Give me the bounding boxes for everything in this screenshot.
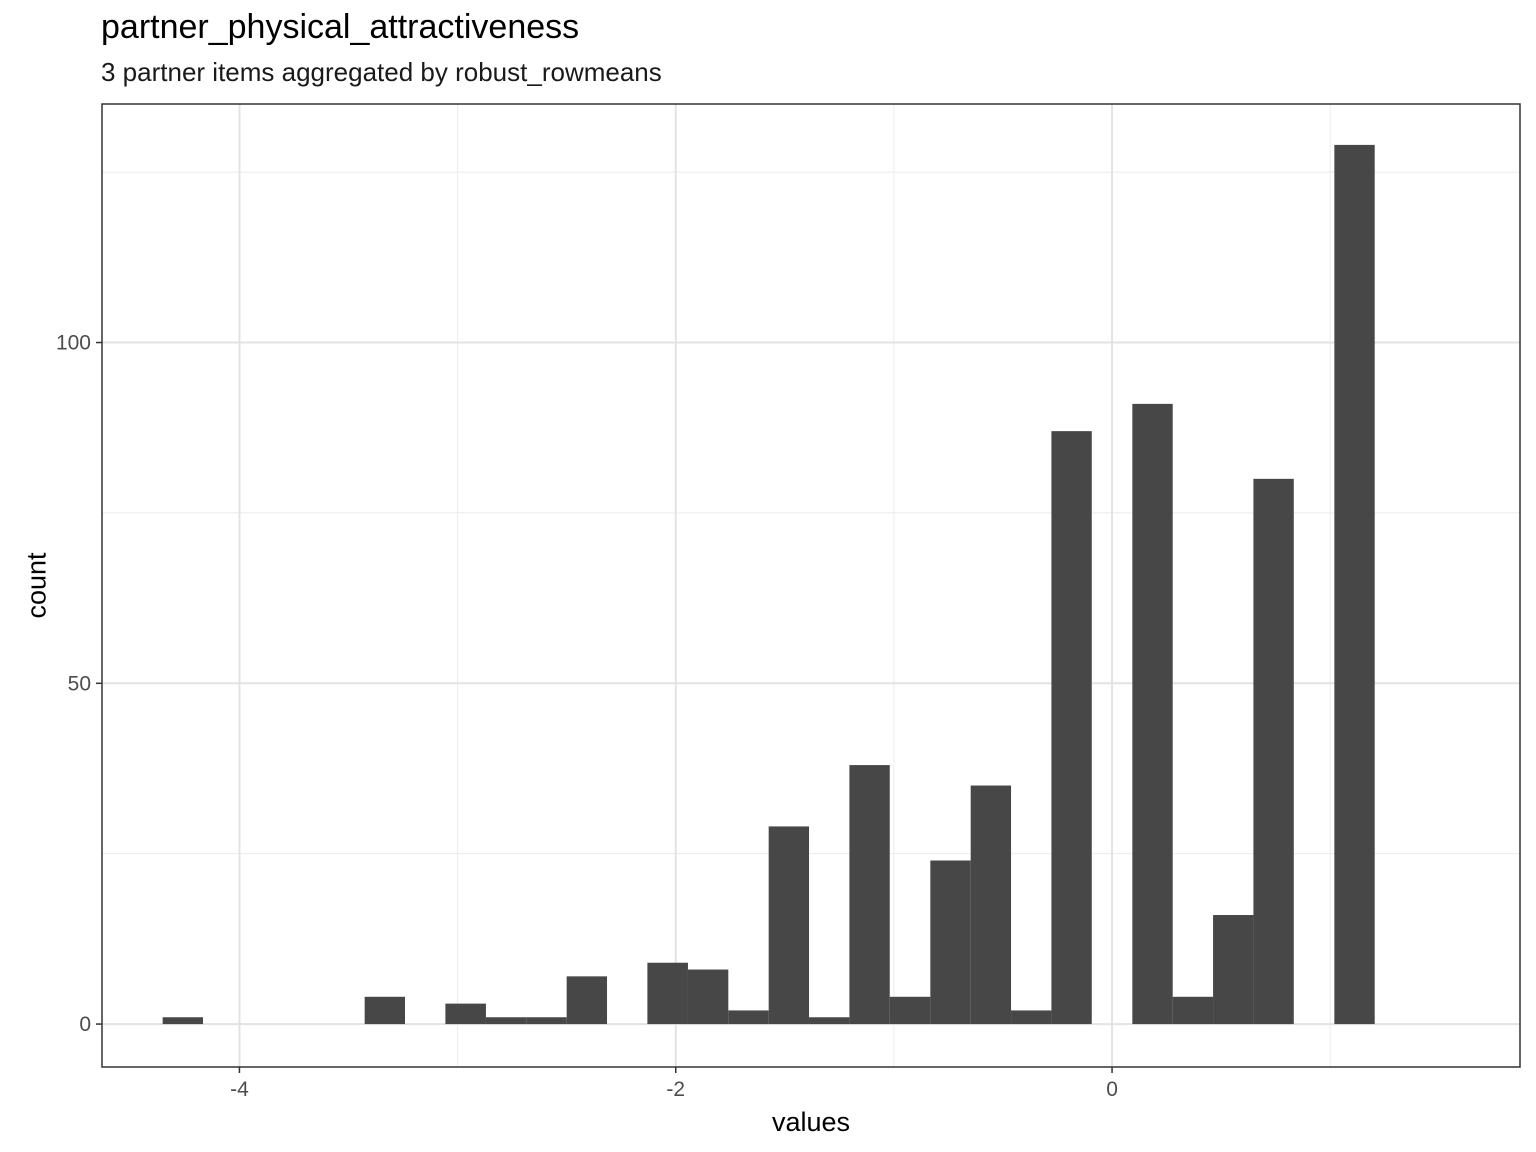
histogram-bar	[687, 969, 729, 1025]
histogram-bar	[849, 765, 890, 1025]
histogram-bar	[1253, 478, 1294, 1025]
histogram-bars	[162, 144, 1375, 1025]
x-axis-title: values	[772, 1107, 850, 1137]
y-axis-ticks: 0 50 100	[56, 332, 102, 1036]
histogram-bar	[647, 962, 688, 1025]
chart-subtitle: 3 partner items aggregated by robust_row…	[101, 57, 662, 87]
histogram-bar	[162, 1017, 204, 1025]
histogram-bar	[889, 996, 931, 1025]
y-axis-title: count	[21, 552, 51, 619]
histogram-bar	[809, 1017, 850, 1025]
x-tick-label: 0	[1106, 1078, 1118, 1101]
histogram-bar	[728, 1010, 769, 1025]
major-gridlines	[102, 104, 1520, 1067]
y-tick-label: 100	[56, 332, 91, 355]
histogram-bar	[970, 785, 1012, 1025]
histogram-bar	[1051, 431, 1092, 1025]
histogram-bar	[768, 826, 810, 1025]
chart-title: partner_physical_attractiveness	[101, 8, 580, 46]
y-tick-label: 50	[68, 672, 91, 695]
histogram-bar	[1334, 144, 1375, 1025]
x-tick-label: -4	[230, 1078, 249, 1101]
x-tick-label: -2	[666, 1078, 685, 1101]
histogram-bar	[1172, 996, 1214, 1025]
histogram-bar	[930, 860, 971, 1025]
histogram-bar	[485, 1017, 527, 1025]
histogram-bar	[445, 1003, 486, 1025]
histogram-bar	[526, 1017, 567, 1025]
histogram-bar	[1132, 403, 1173, 1025]
histogram-bar	[1213, 915, 1254, 1025]
panel-border	[101, 103, 1521, 1068]
histogram-bar	[1011, 1010, 1052, 1025]
histogram-bar	[566, 976, 608, 1025]
x-axis-ticks: -4 -2 0	[230, 1067, 1118, 1101]
y-tick-label: 0	[79, 1013, 91, 1036]
histogram-bar	[364, 996, 406, 1025]
minor-gridlines	[102, 104, 1520, 1067]
